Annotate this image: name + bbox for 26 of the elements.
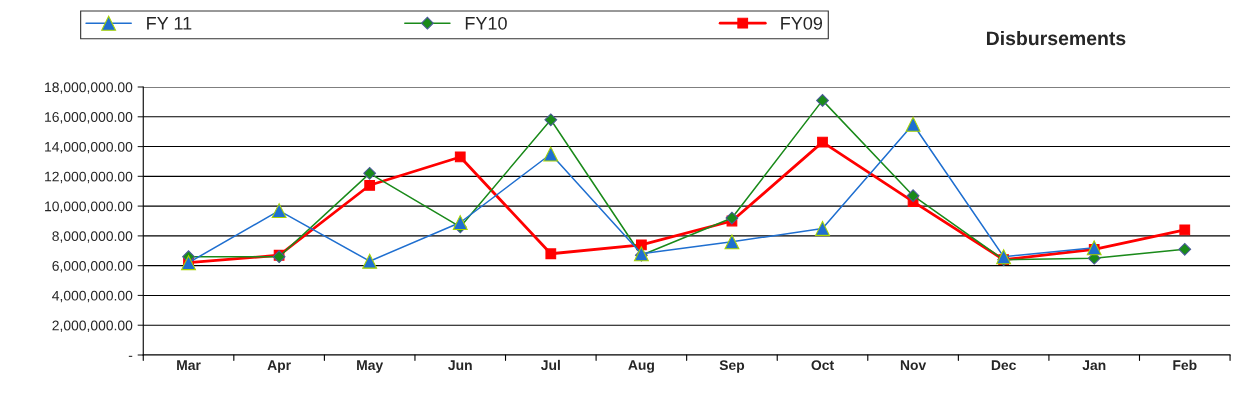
legend-label: FY 11 [147, 17, 192, 30]
x-tick-label: Aug [628, 360, 654, 373]
legend-label: FY10 [465, 16, 507, 30]
x-tick-label: May [357, 360, 384, 373]
legend-label: FY09 [781, 16, 823, 30]
y-tick-label: 16,000,000.00 [45, 112, 133, 124]
x-tick-label: Sep [719, 360, 745, 373]
y-tick-label: 2,000,000.00 [52, 320, 133, 333]
y-tick-label: 10,000,000.00 [45, 201, 133, 213]
x-tick-label: Oct [811, 360, 834, 371]
x-tick-label: Jul [540, 359, 560, 371]
y-tick-label: 8,000,000.00 [52, 231, 133, 243]
y-tick-label: 12,000,000.00 [45, 171, 133, 184]
chart-title: Disbursements [986, 30, 1126, 46]
x-tick-label: Jun [448, 360, 472, 371]
x-tick-label: Nov [900, 360, 927, 371]
x-tick-label: Feb [1173, 359, 1197, 371]
x-tick-label: Dec [991, 360, 1016, 371]
y-tick-label: 18,000,000.00 [45, 82, 133, 94]
x-tick-label: Mar [177, 360, 201, 371]
y-tick-label: 4,000,000.00 [52, 290, 133, 303]
y-tick-label: 14,000,000.00 [45, 141, 133, 154]
x-tick-label: Apr [267, 360, 291, 373]
y-tick-label: 6,000,000.00 [52, 261, 133, 273]
x-tick-label: Jan [1082, 360, 1106, 371]
y-tick-label: - [128, 355, 133, 357]
